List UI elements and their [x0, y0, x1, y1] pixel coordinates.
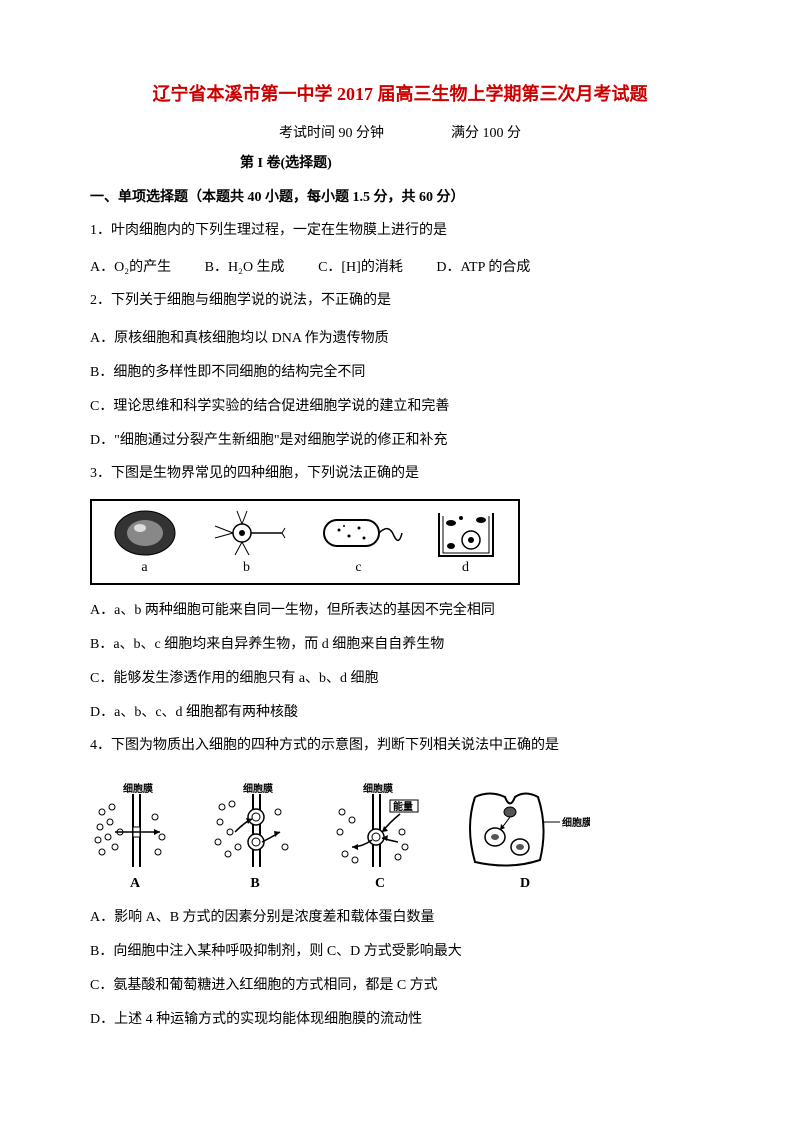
q2-text: 2．下列关于细胞与细胞学说的说法，不正确的是	[90, 290, 710, 312]
q2-opt-a: A．原核细胞和真核细胞均以 DNA 作为遗传物质	[90, 327, 710, 347]
cell-d-label: d	[462, 560, 469, 576]
q2-opt-b: B．细胞的多样性即不同细胞的结构完全不同	[90, 361, 710, 381]
q3-opt-b: B．a、b、c 细胞均来自异养生物，而 d 细胞来自自养生物	[90, 633, 710, 653]
membrane-label-b: 细胞膜	[243, 782, 273, 795]
membrane-label-a: 细胞膜	[123, 782, 153, 795]
q1-opt-c: C．[H]的消耗	[318, 256, 403, 276]
transport-d: 细胞膜 D	[460, 782, 590, 892]
q4-text: 4．下图为物质出入细胞的四种方式的示意图，判断下列相关说法中正确的是	[90, 735, 710, 757]
transport-b: 细胞膜 B	[210, 782, 300, 892]
q4-opt-c: C．氨基酸和葡萄糖进入红细胞的方式相同，都是 C 方式	[90, 974, 710, 994]
q3-figure: a b	[90, 499, 520, 585]
active-transport-icon: 细胞膜 能量	[330, 782, 430, 872]
cell-c: c	[314, 508, 404, 576]
q3-opt-a: A．a、b 两种细胞可能来自同一生物，但所表达的基因不完全相同	[90, 599, 710, 619]
cell-a: a	[110, 508, 180, 576]
energy-label: 能量	[393, 800, 413, 813]
exam-time: 考试时间 90 分钟	[279, 126, 384, 141]
q3-opt-d: D．a、b、c、d 细胞都有两种核酸	[90, 701, 710, 721]
cell-b-label: b	[243, 560, 250, 576]
membrane-label-c: 细胞膜	[363, 782, 393, 795]
bacterium-icon	[314, 508, 404, 558]
red-blood-cell-icon	[110, 508, 180, 558]
exam-info: 考试时间 90 分钟 满分 100 分	[90, 122, 710, 142]
transport-a-label: A	[130, 876, 140, 892]
full-score: 满分 100 分	[451, 126, 521, 141]
q1-options: A．O₂的产生 B．H₂O 生成 C．[H]的消耗 D．ATP 的合成	[90, 256, 710, 276]
transport-c: 细胞膜 能量 C	[330, 782, 430, 892]
q4-opt-a: A．影响 A、B 方式的因素分别是浓度差和载体蛋白数量	[90, 906, 710, 926]
diffusion-icon: 细胞膜	[90, 782, 180, 872]
q1-text: 1．叶肉细胞内的下列生理过程，一定在生物膜上进行的是	[90, 220, 710, 242]
instruction: 一、单项选择题（本题共 40 小题，每小题 1.5 分，共 60 分）	[90, 186, 710, 206]
q4-opt-b: B．向细胞中注入某种呼吸抑制剂，则 C、D 方式受影响最大	[90, 940, 710, 960]
page-title: 辽宁省本溪市第一中学 2017 届高三生物上学期第三次月考试题	[90, 80, 710, 106]
cell-d: d	[431, 508, 501, 576]
cell-a-label: a	[141, 560, 147, 576]
q3-opt-c: C．能够发生渗透作用的细胞只有 a、b、d 细胞	[90, 667, 710, 687]
facilitated-diffusion-icon: 细胞膜	[210, 782, 300, 872]
membrane-label-d: 细胞膜	[562, 816, 590, 829]
transport-c-label: C	[375, 876, 385, 892]
q4-opt-d: D．上述 4 种运输方式的实现均能体现细胞膜的流动性	[90, 1008, 710, 1028]
q1-opt-b: B．H₂O 生成	[205, 256, 285, 276]
section-header: 第 I 卷(选择题)	[240, 152, 710, 172]
cell-c-label: c	[355, 560, 361, 576]
transport-b-label: B	[250, 876, 259, 892]
q2-opt-d: D．"细胞通过分裂产生新细胞"是对细胞学说的修正和补充	[90, 429, 710, 449]
q4-figure: 细胞膜 A 细胞膜	[90, 772, 710, 892]
transport-a: 细胞膜 A	[90, 782, 180, 892]
q2-opt-c: C．理论思维和科学实验的结合促进细胞学说的建立和完善	[90, 395, 710, 415]
q1-opt-d: D．ATP 的合成	[436, 256, 530, 276]
exam-page: 辽宁省本溪市第一中学 2017 届高三生物上学期第三次月考试题 考试时间 90 …	[0, 0, 800, 1082]
transport-d-label: D	[520, 876, 530, 892]
cell-b: b	[207, 508, 287, 576]
neuron-icon	[207, 508, 287, 558]
q3-text: 3．下图是生物界常见的四种细胞，下列说法正确的是	[90, 463, 710, 485]
q1-opt-a: A．O₂的产生	[90, 256, 171, 276]
plant-cell-icon	[431, 508, 501, 558]
endocytosis-icon: 细胞膜	[460, 782, 590, 872]
